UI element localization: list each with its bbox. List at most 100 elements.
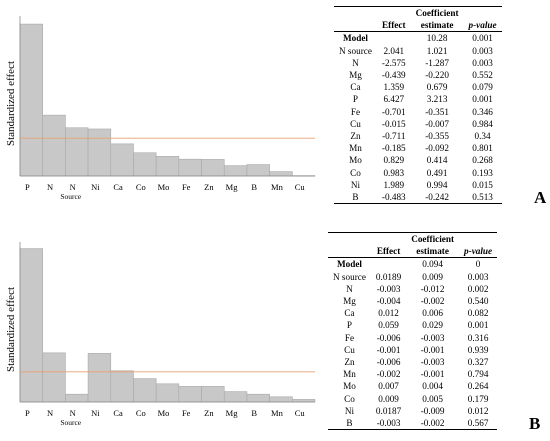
table-row: Mo 0.829 0.414 0.268 <box>334 154 502 166</box>
x-tick-label: Zn <box>204 408 214 418</box>
row-name: Ni <box>350 179 361 190</box>
x-tick-label: Co <box>136 182 146 192</box>
bar-n-2 <box>65 393 89 403</box>
pvalue-cell: 0.346 <box>472 106 493 117</box>
bar-mo-6 <box>155 156 180 177</box>
pvalue-cell: 0.939 <box>467 344 489 355</box>
effect-cell: -0.701 <box>381 106 406 117</box>
coef-cell: 0.679 <box>426 82 448 93</box>
x-tick-label: N <box>70 408 76 418</box>
effect-cell: 0.983 <box>383 167 405 178</box>
bar-co-5 <box>133 378 157 403</box>
pvalue-cell: 0.567 <box>459 417 498 431</box>
panel-letter: B <box>529 414 541 433</box>
x-tick-label: Fe <box>182 408 191 418</box>
row-name: N source <box>333 271 366 282</box>
pvalue-cell: 0.540 <box>467 296 489 307</box>
pvalue-cell: 0.193 <box>472 167 493 178</box>
effect-cell: -0.439 <box>381 70 406 81</box>
table-row: Mg -0.439 -0.220 0.552 <box>334 69 502 81</box>
bar-fe-7 <box>178 386 202 403</box>
x-tick-label: N <box>70 182 76 192</box>
effect-cell <box>377 32 411 45</box>
pvalue-cell: 0.001 <box>472 94 493 105</box>
effect-cell: -0.015 <box>381 118 406 129</box>
x-tick-label: Ca <box>113 182 123 192</box>
x-tick-label: Mo <box>158 408 170 418</box>
row-name: Mo <box>349 155 362 166</box>
table-row: Ca 1.359 0.679 0.079 <box>334 81 502 93</box>
table-row: Mg -0.004 -0.002 0.540 <box>328 295 497 307</box>
bar-n-1 <box>42 114 66 177</box>
coef-cell: 0.094 <box>422 259 443 270</box>
panel-letter: A <box>534 188 547 207</box>
row-name: Mg <box>349 70 362 81</box>
coef-cell: 10.28 <box>426 33 448 44</box>
pvalue-cell: 0.552 <box>472 70 493 81</box>
effect-cell: 2.041 <box>383 45 405 56</box>
pvalue-cell: 0.268 <box>472 155 493 166</box>
table-row: Model 10.28 0.001 <box>334 32 502 45</box>
effect-cell: -2.575 <box>381 57 406 68</box>
pvalue-cell: 0.794 <box>467 369 489 380</box>
row-name: Mo <box>343 381 356 392</box>
bar-n-2 <box>65 127 89 177</box>
coef-cell: -0.007 <box>425 118 449 129</box>
x-tick-label: B <box>251 182 257 192</box>
row-name: Co <box>350 167 361 178</box>
x-tick-label: Mg <box>226 182 239 192</box>
bar-ca-4 <box>110 370 134 403</box>
row-name: Fe <box>350 106 361 117</box>
row-name: Mn <box>349 143 362 154</box>
table-header-row: Coefficient <box>328 232 498 246</box>
table-header-row: Coefficient <box>334 6 502 20</box>
table-row: Fe -0.006 -0.003 0.316 <box>328 332 497 344</box>
bar-mg-9 <box>223 391 248 403</box>
x-axis-label: Source <box>60 192 81 201</box>
coef-cell: -0.351 <box>425 106 449 117</box>
row-name: P <box>346 320 353 331</box>
row-name: P <box>352 94 359 105</box>
x-tick-label: P <box>25 182 30 192</box>
row-name: Model <box>336 259 362 270</box>
coef-cell: -0.009 <box>420 405 445 416</box>
row-name: Cu <box>344 344 355 355</box>
panel-a: P N N Ni Ca Co Mo Fe Zn Mg B Mn Cu Source Standardize… <box>0 0 550 215</box>
coef-cell: 0.994 <box>426 179 448 190</box>
table-header-row: Effect estimate p-value <box>334 19 502 33</box>
coef-cell: -0.002 <box>420 296 445 307</box>
coef-cell: -0.355 <box>425 131 449 142</box>
effect-cell: -0.006 <box>376 332 401 343</box>
effect-cell: -0.003 <box>370 417 407 431</box>
table-row: P 0.059 0.029 0.001 <box>328 319 497 331</box>
pvalue-cell: 0.003 <box>472 57 493 68</box>
effect-cell: 0.829 <box>383 155 405 166</box>
x-tick-label: Mn <box>271 408 284 418</box>
bar-p-0 <box>19 23 43 177</box>
bar-zn-8 <box>201 159 225 177</box>
effect-cell: 0.009 <box>378 393 399 404</box>
effect-cell: -0.483 <box>376 191 411 205</box>
row-name: Zn <box>344 357 355 368</box>
table-row: Ca 0.012 0.006 0.082 <box>328 307 497 319</box>
row-name: N <box>352 57 359 68</box>
effect-cell: -0.185 <box>381 143 406 154</box>
table-row: Zn -0.006 -0.003 0.327 <box>328 356 497 368</box>
pvalue-cell: 0.082 <box>467 308 489 319</box>
x-tick-label: Mn <box>271 182 284 192</box>
pareto-chart-a: P N N Ni Ca Co Mo Fe Zn Mg B Mn Cu Source <box>19 16 316 201</box>
table-row: Model 0.094 0 <box>328 258 497 271</box>
coef-cell: -1.287 <box>425 57 449 68</box>
coef-cell: 0.006 <box>422 308 443 319</box>
effect-cell: 0.0189 <box>375 271 402 282</box>
bar-b-10 <box>246 393 270 403</box>
coefficient-table-b: Coefficient Effect estimate p-value Model 0.0… <box>328 232 498 431</box>
x-tick-label: B <box>251 408 257 418</box>
coef-cell: -0.092 <box>425 143 449 154</box>
table-row: N source 2.041 1.021 0.003 <box>334 45 502 57</box>
y-axis-label: Standardized effect <box>5 286 17 372</box>
row-name: Ca <box>344 308 355 319</box>
bar-mg-9 <box>223 165 248 177</box>
pvalue-cell: 0.079 <box>472 82 493 93</box>
pvalue-cell: 0.001 <box>472 33 493 44</box>
